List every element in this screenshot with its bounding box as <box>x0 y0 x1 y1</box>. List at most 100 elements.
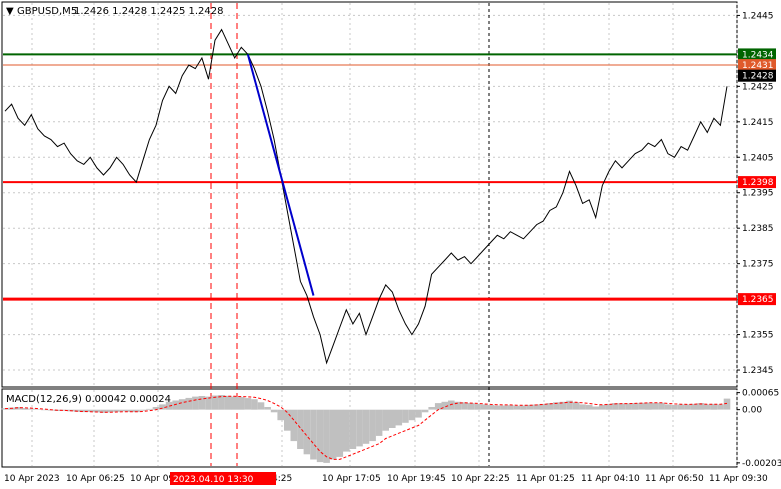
macd-bar <box>533 404 540 410</box>
x-tick-label: 10 Apr 2023 <box>4 474 60 484</box>
cursor-time-badge <box>170 472 276 485</box>
macd-bar <box>599 404 606 410</box>
macd-bar <box>408 409 416 421</box>
price-tag <box>738 69 776 82</box>
macd-bar <box>310 409 317 460</box>
macd-bar <box>480 404 488 410</box>
x-tick-label: 10 Apr 17:05 <box>322 474 381 484</box>
macd-bar <box>41 409 48 411</box>
macd-bar <box>507 405 514 410</box>
x-tick-label: 11 Apr 09:30 <box>709 474 768 484</box>
macd-bar <box>461 402 468 410</box>
macd-bar <box>1 408 9 410</box>
macd-bar <box>93 409 101 413</box>
macd-bar <box>100 409 107 413</box>
macd-bar <box>87 409 94 412</box>
macd-bar <box>205 396 212 410</box>
macd-bar <box>448 400 455 410</box>
macd-bar <box>454 401 462 410</box>
macd-bar <box>618 403 626 410</box>
macd-bar <box>704 404 711 410</box>
macd-bar <box>369 409 376 442</box>
macd-bar <box>520 405 527 410</box>
x-tick-label: 11 Apr 06:50 <box>645 474 704 484</box>
macd-bar <box>395 409 403 426</box>
macd-bar <box>349 409 357 449</box>
price-tag-label: 1.2434 <box>742 50 774 60</box>
macd-bar <box>192 396 199 410</box>
macd-bar <box>28 408 35 410</box>
macd-bar <box>14 407 22 410</box>
macd-bar <box>697 403 705 410</box>
macd-bar <box>290 409 298 442</box>
cursor-time-label: 2023.04.10 13:30 <box>173 475 254 485</box>
y-tick-label: 1.2355 <box>742 331 774 341</box>
y-tick-label: 1.2385 <box>742 224 774 234</box>
macd-y-tick-label: -0.00203 <box>742 459 781 469</box>
macd-bar <box>658 402 665 410</box>
macd-bar <box>60 409 68 411</box>
macd-bar <box>605 403 613 410</box>
ohlc-readout: 1.2426 1.2428 1.2425 1.2428 <box>74 6 224 17</box>
macd-bar <box>323 409 330 463</box>
macd-label: MACD(12,26,9) 0.00042 0.00024 <box>6 394 171 405</box>
macd-bar <box>211 395 219 410</box>
macd-bar <box>671 404 678 410</box>
macd-bar <box>500 405 508 410</box>
macd-bar <box>172 400 179 410</box>
macd-bar <box>257 402 265 410</box>
macd-bar <box>579 404 586 410</box>
macd-bar <box>270 409 278 413</box>
macd-bar <box>146 408 153 410</box>
macd-bar <box>113 409 120 412</box>
price-tag <box>738 293 776 306</box>
macd-bar <box>717 404 724 410</box>
macd-bar <box>185 397 193 410</box>
macd-bar <box>165 401 173 410</box>
x-tick-label: 11 Apr 04:10 <box>581 474 640 484</box>
macd-bar <box>375 409 383 436</box>
macd-bar <box>441 401 449 410</box>
price-levels <box>3 53 737 301</box>
macd-bar <box>487 404 494 410</box>
macd-bar <box>119 409 127 412</box>
macd-bar <box>566 400 573 410</box>
macd-bar <box>159 404 166 410</box>
macd-bar <box>645 402 652 410</box>
price-tag-label: 1.2431 <box>742 61 774 71</box>
macd-bar <box>126 409 133 412</box>
macd-bar <box>336 409 344 457</box>
macd-bar <box>690 403 698 410</box>
macd-bar <box>218 395 225 410</box>
macd-bar <box>572 402 580 410</box>
price-line-group <box>4 28 728 365</box>
macd-bar <box>625 403 632 410</box>
macd-bar <box>198 396 206 410</box>
macd-bar <box>684 404 691 410</box>
y-tick-label: 1.2395 <box>742 189 774 199</box>
symbol-label: GBPUSD,M5 <box>17 6 77 17</box>
macd-bar <box>710 403 718 410</box>
chart-menu-arrow-icon[interactable]: ▼ <box>6 6 14 17</box>
x-tick-label: 10 Apr 22:25 <box>451 474 510 484</box>
macd-bar <box>421 409 429 413</box>
macd-bar <box>238 397 245 410</box>
macd-bar <box>585 404 593 410</box>
macd-bar <box>546 403 554 410</box>
macd-bar <box>553 402 560 410</box>
macd-bar <box>434 403 442 410</box>
macd-bar <box>297 409 304 449</box>
y-tick-label: 1.2375 <box>742 260 774 270</box>
macd-bar <box>612 403 619 410</box>
macd-bar <box>513 405 521 410</box>
macd-bar <box>303 409 311 455</box>
macd-bar <box>152 407 160 410</box>
macd-group <box>1 395 731 463</box>
price-panel <box>1 1 738 388</box>
macd-bar <box>343 409 350 452</box>
macd-bar <box>467 403 475 410</box>
macd-bar <box>651 402 659 410</box>
macd-bar <box>382 409 389 431</box>
macd-bar <box>106 409 114 413</box>
